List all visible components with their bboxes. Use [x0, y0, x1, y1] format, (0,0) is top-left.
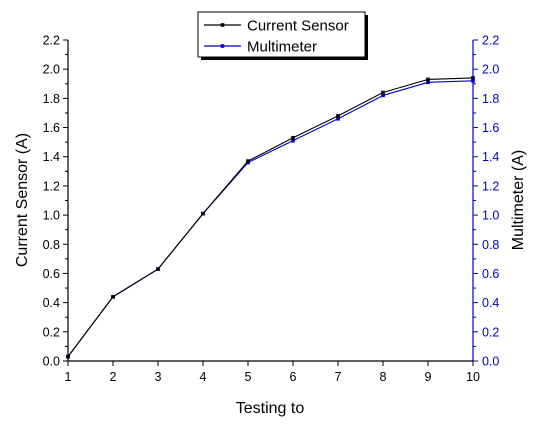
current-sensor-point	[336, 114, 340, 118]
right-y-tick-label: 1.0	[482, 209, 499, 223]
right-y-tick-label: 1.4	[482, 150, 499, 164]
multimeter-point	[291, 138, 295, 143]
left-y-tick-label: 0.2	[43, 325, 60, 339]
left-y-tick-label: 0.8	[43, 238, 60, 252]
legend-multimeter-label: Multimeter	[247, 39, 317, 56]
right-y-tick-label: 0.6	[482, 267, 499, 281]
left-y-tick-label: 1.2	[43, 179, 60, 193]
legend-box	[197, 11, 366, 58]
left-y-tick-label: 1.4	[43, 150, 60, 164]
x-tick-label: 5	[245, 370, 252, 384]
x-tick-label: 10	[466, 370, 480, 384]
right-y-tick-label: 0.2	[482, 325, 499, 339]
x-tick-label: 9	[425, 370, 432, 384]
left-y-tick-label: 2.0	[43, 63, 60, 77]
current-sensor-point	[426, 77, 430, 82]
right-y-axis-title: Multimeter (A)	[510, 150, 527, 250]
x-tick-label: 2	[110, 370, 117, 384]
x-axis-title: Testing to	[236, 400, 305, 417]
current-sensor-point	[111, 295, 115, 299]
legend-current-sensor-marker	[220, 23, 225, 27]
current-sensor-point	[156, 267, 160, 271]
right-y-tick-label: 1.2	[482, 179, 499, 193]
multimeter-point	[336, 116, 340, 121]
current-sensor-point	[201, 211, 205, 216]
current-sensor-line	[67, 77, 474, 357]
x-tick-label: 7	[335, 370, 342, 384]
left-y-tick-label: 0.4	[43, 296, 60, 310]
right-y-tick-label: 0.4	[482, 296, 499, 310]
left-y-tick-label: 1.0	[43, 209, 60, 223]
legend: Current Sensor Multimeter	[197, 11, 368, 60]
right-y-tick-label: 2.0	[482, 63, 499, 77]
multimeter-line	[67, 80, 474, 357]
legend-multimeter-marker	[220, 44, 225, 48]
right-y-tick-label: 2.2	[482, 34, 499, 48]
current-sensor-point	[291, 135, 295, 140]
right-y-tick-label: 1.8	[482, 92, 499, 106]
left-y-tick-label: 1.6	[43, 121, 60, 135]
right-y-tick-label: 0.8	[482, 238, 499, 252]
right-y-tick-label: 0.0	[482, 355, 499, 369]
x-tick-label: 4	[200, 370, 207, 384]
right-y-tick-label: 1.6	[482, 121, 499, 135]
x-tick-label: 1	[65, 370, 72, 384]
left-y-tick-label: 0.0	[43, 355, 60, 369]
left-y-tick-label: 1.8	[43, 92, 60, 106]
axes: 0.0 0.0 0.2 0.2 0.4 0.4 0.6 0.6 0.8 0.8 1.0 1.0 1.2 1…	[43, 34, 500, 385]
plot-area	[66, 76, 475, 359]
left-y-tick-label: 2.2	[43, 34, 60, 48]
multimeter-point	[426, 80, 430, 85]
x-tick-label: 6	[290, 370, 297, 384]
current-sensor-point	[381, 90, 385, 95]
legend-current-sensor-label: Current Sensor	[247, 18, 349, 35]
current-sensor-point	[246, 159, 250, 163]
left-y-tick-label: 0.6	[43, 267, 60, 281]
x-tick-label: 3	[155, 370, 162, 384]
x-tick-label: 8	[380, 370, 387, 384]
left-y-axis-title: Current Sensor (A)	[14, 133, 31, 267]
multimeter-point	[381, 93, 385, 98]
